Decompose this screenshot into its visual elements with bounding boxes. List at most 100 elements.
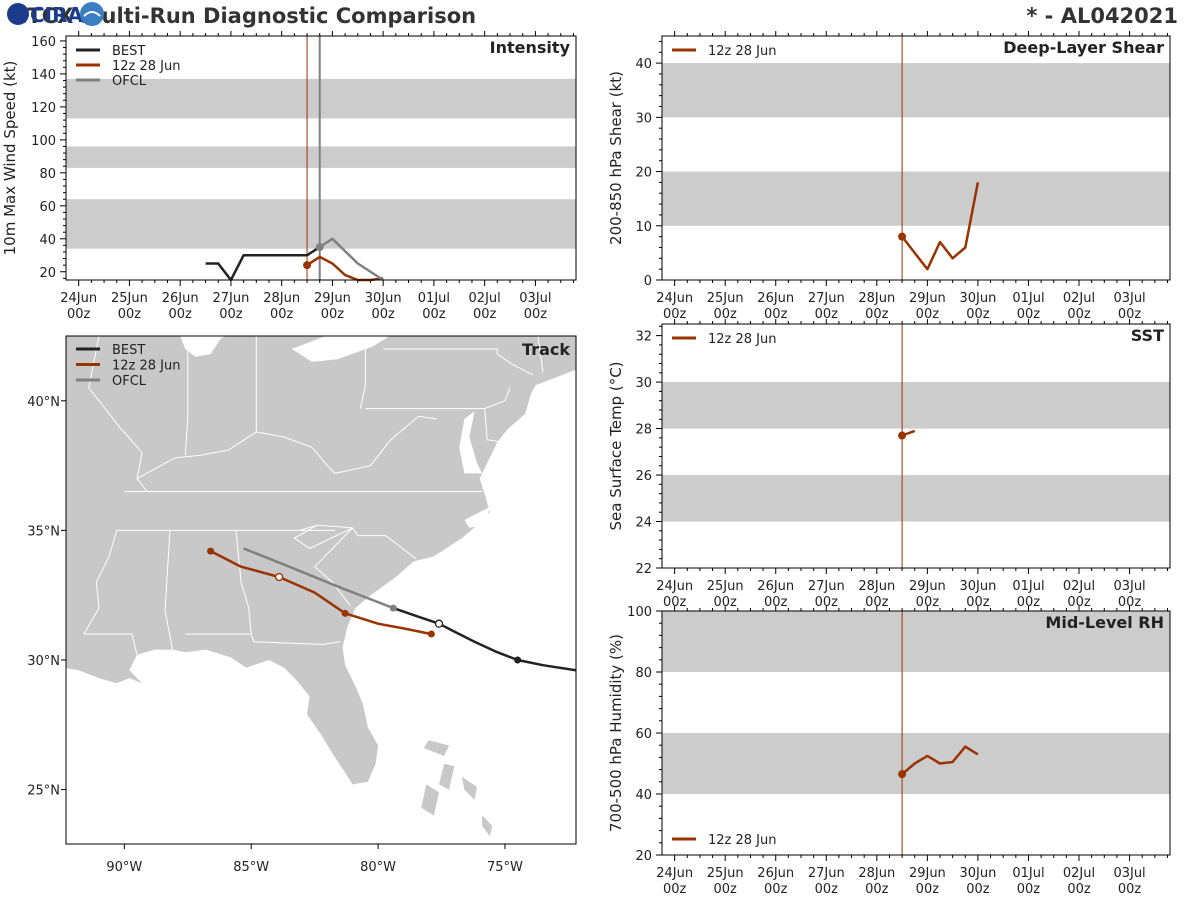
rh-y-tick-label: 40 [635,788,652,803]
intensity-y-tick-label: 40 [39,233,56,248]
intensity-x-tick-label: 00z [321,307,345,322]
land-grand-bahama [423,740,450,756]
shear-x-tick-label: 00z [865,307,889,322]
sst-x-tick-label: 00z [815,595,839,610]
sst-legend-label: 12z 28 Jun [708,332,777,347]
track-point-best [434,619,444,628]
sst-x-tick-label: 00z [1067,595,1091,610]
track-line-run [210,549,432,636]
intensity-x-tick-label: 30Jun [365,291,402,306]
state-border-9 [136,431,313,480]
intensity-y-tick-label: 160 [31,35,56,50]
shear-point-run [898,232,907,241]
rh-x-tick-label: 00z [966,882,990,897]
track-lon-label: 80°W [360,860,396,875]
sst-x-tick-label: 00z [1017,595,1041,610]
sst-x-tick-label: 00z [966,595,990,610]
sst-x-tick-label: 29Jun [909,579,946,594]
rh-x-tick-label: 00z [764,882,788,897]
cira-logo-text: CIRA [30,3,84,27]
intensity-x-tick-label: 00z [270,307,294,322]
state-border-15 [365,387,511,410]
rh-x-tick-label: 29Jun [909,866,946,881]
shear-x-tick-label: 00z [916,307,940,322]
intensity-x-tick-label: 25Jun [111,291,148,306]
track-frame [65,335,577,845]
shear-x-tick-label: 27Jun [808,291,845,306]
shear-x-tick-label: 00z [815,307,839,322]
track-lat-label: 40°N [27,395,60,410]
sst-x-tick-label: 00z [663,595,687,610]
intensity-legend-label: OFCL [112,74,147,89]
shear-frame [661,35,1171,281]
cira-logo: CIRA [7,2,104,27]
shear-y-tick-label: 10 [635,220,652,235]
track-legend-label: 12z 28 Jun [112,359,181,374]
intensity-series-run [306,255,384,282]
shear-x-tick-label: 25Jun [707,291,744,306]
state-border-18 [537,336,544,373]
rh-y-tick-label: 80 [635,666,652,681]
shear-x-tick-label: 28Jun [858,291,895,306]
track-point-run [207,547,215,555]
rh-x-tick-label: 27Jun [808,866,845,881]
rh-series-run [901,745,979,776]
sst-x-tick-label: 00z [764,595,788,610]
rh-y-tick-label: 20 [635,849,652,864]
intensity-x-tick-label: 00z [371,307,395,322]
intensity-x-tick-label: 02Jul [469,291,501,306]
state-border-13 [359,336,366,409]
sst-x-tick-label: 26Jun [757,579,794,594]
intensity-y-label: 10m Max Wind Speed (kt) [1,61,19,256]
rh-x-tick-label: 30Jun [959,866,996,881]
land-eleuthera [461,776,477,800]
track-map [66,336,576,844]
intensity-frame [65,35,577,281]
shear-legend-label: 12z 28 Jun [708,44,777,59]
shear-x-tick-label: 29Jun [909,291,946,306]
land-exuma [482,815,493,837]
intensity-y-tick-label: 60 [39,200,56,215]
rh-band-1 [662,611,1170,672]
track-point-run [274,572,284,582]
rh-x-tick-label: 01Jul [1012,866,1044,881]
sst-y-tick-label: 24 [635,516,652,531]
shear-x-tick-label: 00z [663,307,687,322]
sst-y-tick-label: 32 [635,330,652,345]
intensity-x-tick-label: 00z [168,307,192,322]
state-border-2 [185,633,341,645]
shear-x-tick-label: 24Jun [656,291,693,306]
intensity-point-run [303,261,312,270]
state-border-1 [235,530,252,635]
shear-x-tick-label: 26Jun [757,291,794,306]
shear-panel: 24Jun00z25Jun00z26Jun00z27Jun00z28Jun00z… [607,31,1171,322]
intensity-x-tick-label: 24Jun [60,291,97,306]
intensity-y-tick-label: 120 [31,101,56,116]
state-border-3 [83,633,138,655]
intensity-x-tick-label: 00z [524,307,548,322]
track-point-best [514,656,522,664]
track-lon-label: 90°W [106,860,142,875]
rh-x-tick-label: 03Jul [1113,866,1145,881]
rh-y-label: 700-500 hPa Humidity (%) [607,634,625,832]
intensity-band-2 [66,78,576,119]
intensity-y-tick-label: 140 [31,68,56,83]
rh-x-tick-label: 26Jun [757,866,794,881]
intensity-series-ofcl [319,237,384,282]
intensity-x-tick-label: 00z [422,307,446,322]
sst-y-tick-label: 28 [635,423,652,438]
shear-title: Deep-Layer Shear [1003,38,1164,57]
rh-x-tick-label: 00z [713,882,737,897]
sst-x-tick-label: 30Jun [959,579,996,594]
shear-y-tick-label: 40 [635,57,652,72]
shear-y-tick-label: 20 [635,166,652,181]
state-border-6 [293,524,353,550]
track-lat-label: 30°N [27,654,60,669]
rh-x-tick-label: 25Jun [707,866,744,881]
land-abaco [439,763,455,790]
rh-x-tick-label: 00z [1067,882,1091,897]
track-line-ofcl [243,547,394,610]
intensity-x-tick-label: 00z [473,307,497,322]
track-point-best [389,604,397,612]
